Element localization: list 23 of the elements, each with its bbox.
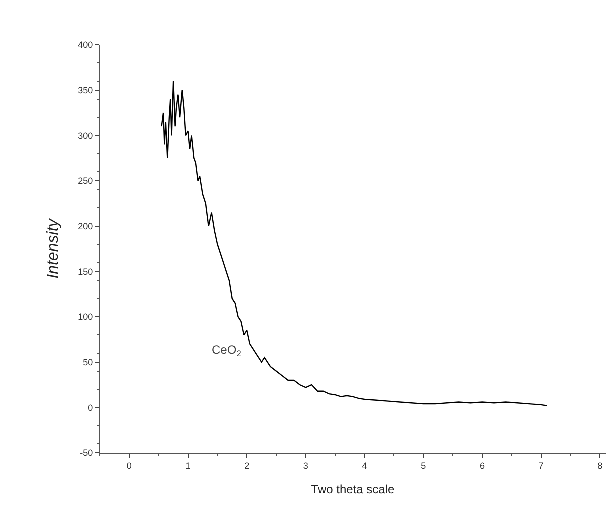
y-tick-label: 0	[88, 402, 94, 413]
x-axis-title: Two theta scale	[311, 482, 396, 497]
x-tick-label: 8	[598, 460, 603, 471]
y-tick-label: 50	[83, 357, 94, 368]
y-tick-label: 300	[78, 130, 94, 141]
x-tick-label: 5	[421, 460, 426, 471]
y-tick-label: 150	[78, 266, 94, 277]
y-tick-label: -50	[80, 448, 94, 458]
y-tick-label: 200	[78, 221, 94, 232]
y-tick-label: 350	[78, 85, 94, 96]
x-tick-label: 6	[480, 460, 485, 471]
x-tick-label: 1	[186, 460, 191, 471]
annotation: CeO$_{2}$	[212, 343, 242, 359]
x-tick-label: 3	[303, 460, 308, 471]
x-tick-label: 7	[538, 460, 544, 471]
y-tick-label: 250	[78, 176, 94, 186]
x-tick-label: 4	[362, 460, 368, 471]
y-tick-label: 100	[78, 312, 94, 322]
x-tick-label: 2	[244, 460, 250, 471]
line-series	[161, 80, 548, 406]
y-tick-label: 400	[78, 40, 94, 50]
x-tick-label: 0	[126, 460, 132, 471]
y-axis-title: Intensity	[45, 218, 62, 279]
